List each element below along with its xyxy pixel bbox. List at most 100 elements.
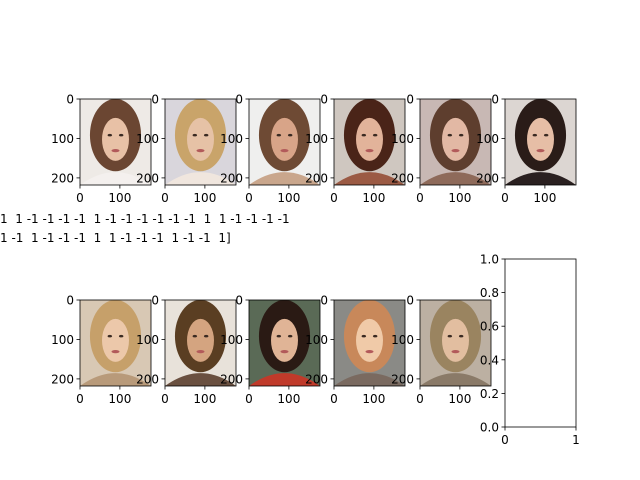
y-tick-label: 100 xyxy=(305,333,328,347)
x-tick-label: 100 xyxy=(193,191,216,205)
face-panel-7: 0 100 0 100 200 xyxy=(51,294,152,406)
axes-frame xyxy=(79,299,152,387)
y-tick-label: 200 xyxy=(136,372,159,386)
y-tick-label: 100 xyxy=(476,132,499,146)
x-tick-label: 0 xyxy=(245,191,253,205)
face-panel-9: 0 100 0 100 200 xyxy=(220,294,321,406)
x-tick-label: 100 xyxy=(448,392,471,406)
y-tick-label: 0.0 xyxy=(480,421,499,435)
face-photo xyxy=(80,300,151,386)
x-tick-label: 0 xyxy=(330,191,338,205)
x-tick-label: 100 xyxy=(108,191,131,205)
x-tick-label: 0 xyxy=(330,392,338,406)
x-tick-label: 100 xyxy=(193,392,216,406)
axes-frame xyxy=(419,299,492,387)
x-tick-label: 0 xyxy=(416,392,424,406)
x-tick-label: 0 xyxy=(161,191,169,205)
y-tick-label: 100 xyxy=(220,333,243,347)
face-panel-1: 0 100 0 100 200 xyxy=(51,93,152,205)
face-photo xyxy=(420,300,491,386)
face-photo xyxy=(165,300,236,386)
y-tick-label: 200 xyxy=(391,171,414,185)
face-panel-10: 0 100 0 100 200 xyxy=(305,294,406,406)
y-tick-label: 0 xyxy=(406,294,414,308)
y-tick-label: 200 xyxy=(136,171,159,185)
face-photo xyxy=(334,300,405,386)
y-tick-label: 200 xyxy=(391,372,414,386)
x-tick-label: 100 xyxy=(362,191,385,205)
face-photo xyxy=(80,99,151,185)
face-photo xyxy=(420,99,491,185)
face-panel-2: 0 100 0 100 200 xyxy=(136,93,237,205)
x-tick-label: 0 xyxy=(76,392,84,406)
y-tick-label: 1.0 xyxy=(480,253,499,267)
x-tick-label: 0 xyxy=(501,433,509,447)
axes-frame xyxy=(248,98,321,186)
y-tick-label: 100 xyxy=(136,333,159,347)
x-tick-label: 0 xyxy=(501,191,509,205)
label-vector-line-1: 1 1 -1 -1 -1 -1 1 -1 -1 -1 -1 -1 -1 1 1 … xyxy=(0,212,290,226)
y-tick-label: 0 xyxy=(66,93,74,107)
face-photo xyxy=(334,99,405,185)
x-tick-label: 0 xyxy=(416,191,424,205)
y-tick-label: 100 xyxy=(305,132,328,146)
x-tick-label: 100 xyxy=(277,392,300,406)
x-tick-label: 100 xyxy=(448,191,471,205)
face-photo xyxy=(249,300,320,386)
y-tick-label: 100 xyxy=(220,132,243,146)
y-tick-label: 200 xyxy=(305,171,328,185)
y-tick-label: 0 xyxy=(151,294,159,308)
axes-frame xyxy=(248,299,321,387)
y-tick-label: 0.6 xyxy=(480,320,499,334)
y-tick-label: 200 xyxy=(51,171,74,185)
y-tick-label: 200 xyxy=(305,372,328,386)
axes-frame xyxy=(504,258,577,428)
y-tick-label: 200 xyxy=(51,372,74,386)
y-tick-label: 0.4 xyxy=(480,353,499,367)
face-photo xyxy=(249,99,320,185)
face-photo xyxy=(165,99,236,185)
face-panel-3: 0 100 0 100 200 xyxy=(220,93,321,205)
face-panel-6: 0 100 0 100 200 xyxy=(476,93,577,205)
axes-frame xyxy=(79,98,152,186)
axes-frame xyxy=(164,299,237,387)
axes-frame xyxy=(164,98,237,186)
y-tick-label: 0 xyxy=(235,294,243,308)
y-tick-label: 100 xyxy=(391,132,414,146)
x-tick-label: 100 xyxy=(362,392,385,406)
y-tick-label: 200 xyxy=(476,171,499,185)
y-tick-label: 100 xyxy=(51,333,74,347)
face-panel-4: 0 100 0 100 200 xyxy=(305,93,406,205)
x-tick-label: 0 xyxy=(161,392,169,406)
axes-frame xyxy=(419,98,492,186)
y-tick-label: 0.2 xyxy=(480,387,499,401)
y-tick-label: 0 xyxy=(235,93,243,107)
face-panel-8: 0 100 0 100 200 xyxy=(136,294,237,406)
y-tick-label: 0 xyxy=(491,93,499,107)
y-tick-label: 200 xyxy=(220,372,243,386)
x-tick-label: 0 xyxy=(245,392,253,406)
y-tick-label: 0.8 xyxy=(480,286,499,300)
y-tick-label: 0 xyxy=(151,93,159,107)
x-tick-label: 0 xyxy=(76,191,84,205)
axes-frame xyxy=(504,98,577,186)
x-tick-label: 1 xyxy=(572,433,580,447)
y-tick-label: 0 xyxy=(66,294,74,308)
y-tick-label: 100 xyxy=(391,333,414,347)
face-panel-5: 0 100 0 100 200 xyxy=(391,93,492,205)
empty-axes: 0 1 0.0 0.2 0.4 0.6 0.8 1.0 xyxy=(480,253,580,448)
y-tick-label: 0 xyxy=(406,93,414,107)
y-tick-label: 100 xyxy=(136,132,159,146)
y-tick-label: 0 xyxy=(320,294,328,308)
face-panel-11: 0 100 0 100 200 xyxy=(391,294,492,406)
y-tick-label: 200 xyxy=(220,171,243,185)
x-tick-label: 100 xyxy=(533,191,556,205)
y-tick-label: 100 xyxy=(51,132,74,146)
axes-frame xyxy=(333,299,406,387)
x-tick-label: 100 xyxy=(277,191,300,205)
y-tick-label: 0 xyxy=(320,93,328,107)
face-photo xyxy=(505,99,576,185)
axes-frame xyxy=(333,98,406,186)
x-tick-label: 100 xyxy=(108,392,131,406)
